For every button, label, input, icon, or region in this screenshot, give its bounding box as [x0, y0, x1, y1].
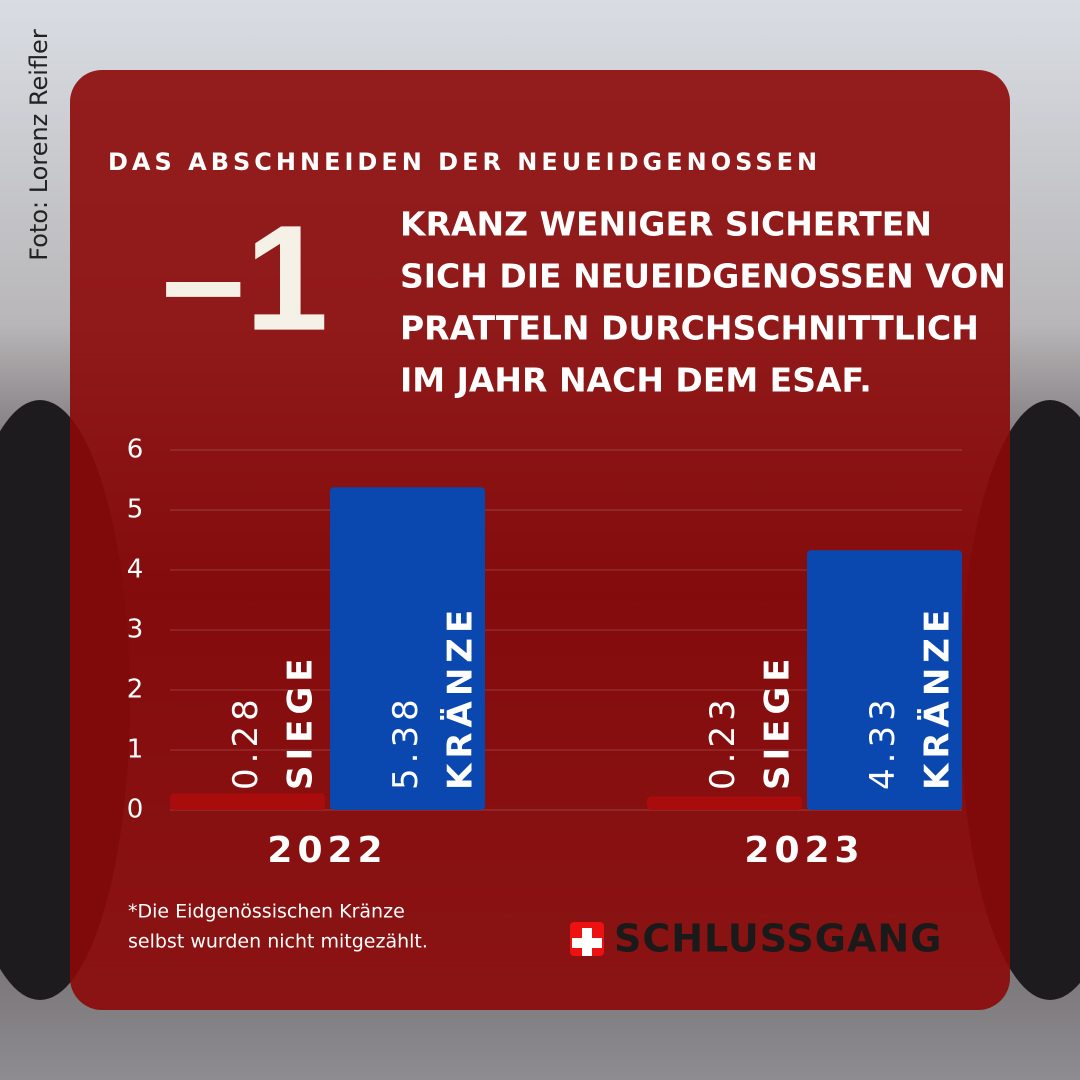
data-label: 4.33: [863, 694, 903, 790]
headline-line: PRATTELN DURCHSCHNITTLICH: [400, 309, 979, 348]
data-label: 5.38: [386, 694, 426, 790]
series-label: SIEGE: [280, 654, 320, 791]
bar: [807, 550, 962, 810]
y-tick-label: 4: [127, 555, 144, 585]
x-tick-label: 2022: [267, 830, 387, 871]
big-number: –1: [162, 194, 329, 362]
data-label: 0.28: [226, 694, 266, 790]
headline-line: IM JAHR NACH DEM ESAF.: [400, 361, 872, 400]
y-tick-label: 3: [127, 615, 144, 645]
photo-credit: Foto: Lorenz Reifler: [25, 29, 53, 261]
y-tick-label: 0: [127, 795, 144, 825]
footnote: *Die Eidgenössischen Kränze: [128, 901, 405, 923]
y-tick-label: 2: [127, 675, 144, 705]
headline-line: SICH DIE NEUEIDGENOSSEN VON: [400, 257, 1006, 296]
logo-cross: [572, 928, 602, 956]
kicker: DAS ABSCHNEIDEN DER NEUEIDGENOSSEN: [108, 148, 821, 176]
footnote: selbst wurden nicht mitgezählt.: [128, 931, 428, 953]
card: [70, 70, 1010, 1010]
bar: [330, 487, 485, 810]
bar: [647, 796, 802, 810]
data-label: 0.23: [703, 694, 743, 790]
series-label: SIEGE: [757, 654, 797, 791]
series-label: KRÄNZE: [916, 605, 957, 790]
logo-text: SCHLUSSGANG: [614, 917, 942, 961]
y-tick-label: 5: [127, 495, 144, 525]
y-tick-label: 1: [127, 735, 144, 765]
bar: [170, 793, 325, 810]
y-tick-label: 6: [127, 435, 144, 465]
series-label: KRÄNZE: [439, 605, 480, 790]
x-tick-label: 2023: [744, 830, 864, 871]
headline-line: KRANZ WENIGER SICHERTEN: [400, 205, 932, 244]
logo: SCHLUSSGANG: [570, 917, 942, 961]
